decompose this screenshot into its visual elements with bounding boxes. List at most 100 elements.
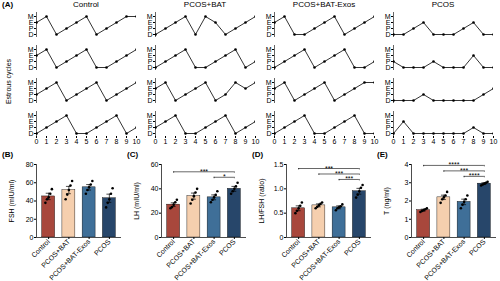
svg-text:4: 4 <box>194 138 198 145</box>
svg-text:FSH (mIU/ml): FSH (mIU/ml) <box>8 180 16 223</box>
svg-text:0: 0 <box>155 234 159 241</box>
svg-text:T (ng/ml): T (ng/ml) <box>383 187 391 215</box>
svg-text:2: 2 <box>293 138 297 145</box>
svg-text:2: 2 <box>405 197 409 204</box>
svg-text:*: * <box>223 173 226 180</box>
svg-text:LH (mIU/ml): LH (mIU/ml) <box>133 182 141 220</box>
svg-text:20: 20 <box>26 215 34 222</box>
svg-text:4: 4 <box>405 161 409 168</box>
svg-text:0: 0 <box>35 138 39 145</box>
svg-text:9: 9 <box>244 138 248 145</box>
svg-text:7: 7 <box>105 138 109 145</box>
svg-text:7: 7 <box>224 138 228 145</box>
svg-text:****: **** <box>469 172 480 179</box>
svg-text:6: 6 <box>333 138 337 145</box>
svg-text:6: 6 <box>95 138 99 145</box>
svg-text:8: 8 <box>115 138 119 145</box>
svg-text:6: 6 <box>452 138 456 145</box>
svg-text:Control: Control <box>155 237 176 259</box>
svg-text:9: 9 <box>482 138 486 145</box>
svg-text:5: 5 <box>323 138 327 145</box>
svg-text:3: 3 <box>65 138 69 145</box>
svg-text:1: 1 <box>164 138 168 145</box>
svg-text:***: *** <box>325 165 333 172</box>
svg-text:0: 0 <box>405 234 409 241</box>
svg-text:7: 7 <box>462 138 466 145</box>
svg-text:D: D <box>28 64 33 71</box>
svg-text:PCOS+BAT-Exos: PCOS+BAT-Exos <box>423 237 467 281</box>
svg-text:D: D <box>385 64 390 71</box>
svg-text:40: 40 <box>26 197 34 204</box>
svg-text:PCOS+BAT-Exos: PCOS+BAT-Exos <box>298 237 342 281</box>
svg-text:2: 2 <box>55 138 59 145</box>
svg-text:3: 3 <box>405 179 409 186</box>
svg-text:5: 5 <box>204 138 208 145</box>
svg-text:PCOS: PCOS <box>343 238 362 257</box>
svg-text:D: D <box>266 64 271 71</box>
svg-text:9: 9 <box>125 138 129 145</box>
svg-text:3: 3 <box>303 138 307 145</box>
svg-text:D: D <box>385 97 390 104</box>
svg-text:0: 0 <box>280 234 284 241</box>
svg-text:5: 5 <box>442 138 446 145</box>
svg-text:1: 1 <box>405 215 409 222</box>
svg-text:0.5: 0.5 <box>274 209 284 216</box>
svg-text:D: D <box>266 130 271 137</box>
svg-text:40: 40 <box>151 185 159 192</box>
svg-text:0: 0 <box>273 138 277 145</box>
svg-text:D: D <box>28 130 33 137</box>
svg-text:8: 8 <box>472 138 476 145</box>
svg-text:***: *** <box>345 175 353 182</box>
svg-text:10: 10 <box>133 138 141 145</box>
svg-text:10: 10 <box>371 138 379 145</box>
svg-text:PCOS+BAT-Exos: PCOS+BAT-Exos <box>173 237 217 281</box>
svg-text:1.0: 1.0 <box>274 185 284 192</box>
svg-text:D: D <box>147 64 152 71</box>
svg-text:2: 2 <box>174 138 178 145</box>
svg-text:8: 8 <box>353 138 357 145</box>
svg-text:9: 9 <box>363 138 367 145</box>
svg-text:1: 1 <box>45 138 49 145</box>
svg-text:5: 5 <box>85 138 89 145</box>
svg-text:Control: Control <box>30 237 51 259</box>
svg-text:PCOS: PCOS <box>218 238 237 257</box>
svg-text:D: D <box>266 31 271 38</box>
svg-text:D: D <box>266 97 271 104</box>
svg-text:3: 3 <box>422 138 426 145</box>
svg-text:D: D <box>385 130 390 137</box>
svg-text:4: 4 <box>75 138 79 145</box>
svg-text:8: 8 <box>234 138 238 145</box>
svg-text:20: 20 <box>151 209 159 216</box>
svg-text:10: 10 <box>252 138 260 145</box>
svg-text:D: D <box>28 31 33 38</box>
svg-text:60: 60 <box>26 179 34 186</box>
svg-text:LH/FSH (ratio): LH/FSH (ratio) <box>258 178 266 223</box>
svg-text:7: 7 <box>343 138 347 145</box>
svg-text:4: 4 <box>432 138 436 145</box>
svg-text:D: D <box>385 31 390 38</box>
svg-text:D: D <box>147 97 152 104</box>
svg-text:1: 1 <box>283 138 287 145</box>
svg-text:PCOS: PCOS <box>468 238 487 257</box>
svg-text:1.5: 1.5 <box>274 161 284 168</box>
svg-text:D: D <box>28 97 33 104</box>
svg-text:60: 60 <box>151 161 159 168</box>
svg-text:PCOS: PCOS <box>93 238 112 257</box>
svg-text:***: *** <box>200 168 208 175</box>
svg-text:****: **** <box>449 161 460 168</box>
svg-text:0: 0 <box>30 234 34 241</box>
svg-text:***: *** <box>335 170 343 177</box>
svg-text:0: 0 <box>154 138 158 145</box>
svg-text:6: 6 <box>214 138 218 145</box>
svg-text:D: D <box>147 130 152 137</box>
svg-text:***: *** <box>460 167 468 174</box>
svg-text:4: 4 <box>313 138 317 145</box>
svg-text:2: 2 <box>412 138 416 145</box>
svg-text:D: D <box>147 31 152 38</box>
svg-text:1: 1 <box>402 138 406 145</box>
svg-text:10: 10 <box>490 138 498 145</box>
svg-text:3: 3 <box>184 138 188 145</box>
svg-text:0: 0 <box>392 138 396 145</box>
svg-text:PCOS+BAT-Exos: PCOS+BAT-Exos <box>48 237 92 281</box>
svg-text:80: 80 <box>26 161 34 168</box>
